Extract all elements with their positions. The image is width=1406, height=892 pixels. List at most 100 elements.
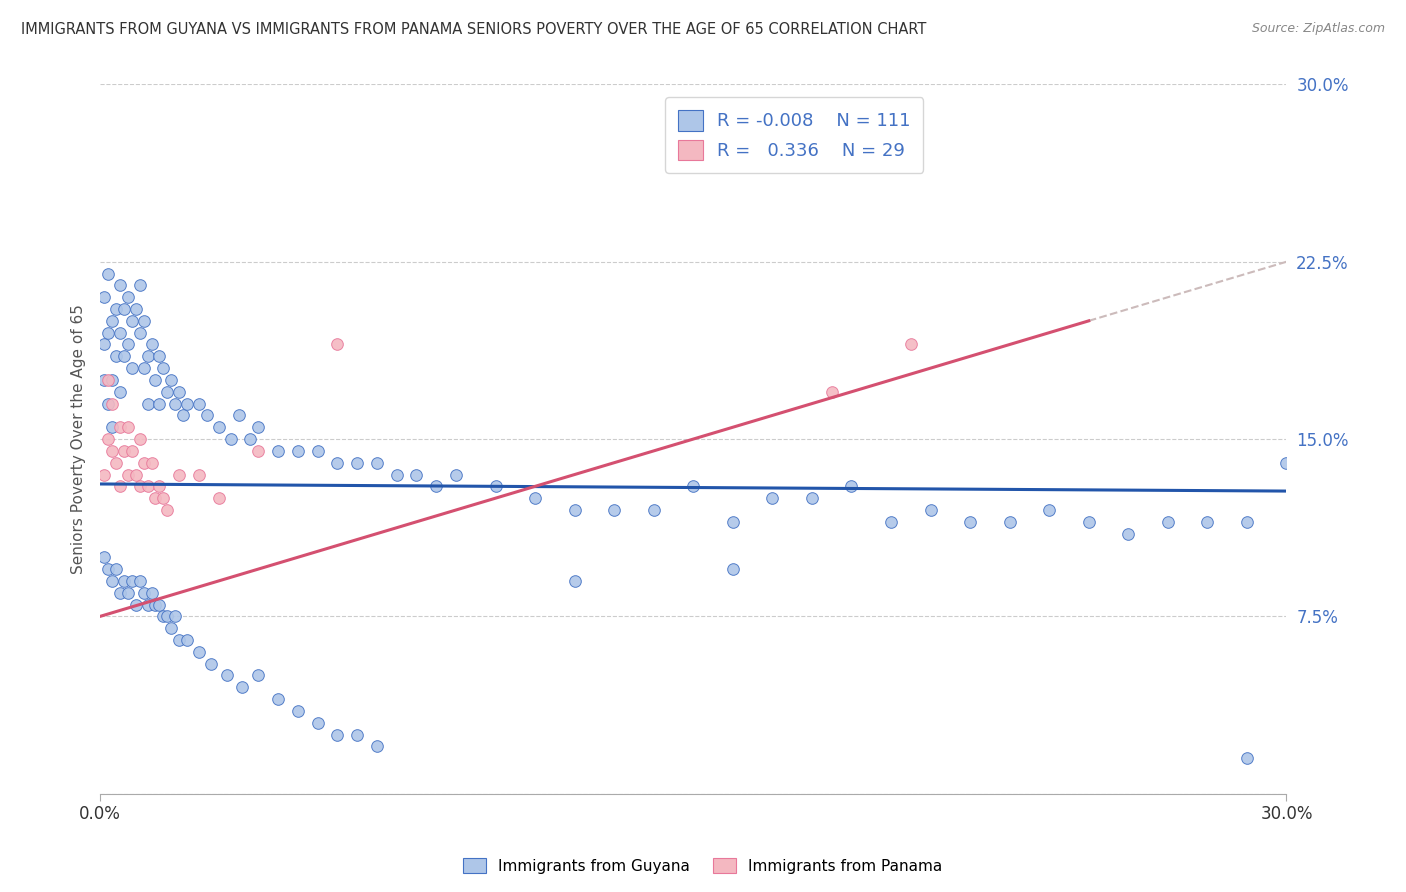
Point: [195, 409, 218, 423]
Point: [97, 562, 120, 576]
Point: [97, 373, 120, 387]
Point: [366, 739, 388, 754]
Point: [405, 467, 427, 482]
Point: [108, 420, 131, 434]
Point: [117, 420, 139, 434]
Point: [188, 396, 211, 410]
Point: [880, 515, 903, 529]
Point: [219, 432, 242, 446]
Point: [385, 467, 408, 482]
Point: [132, 361, 155, 376]
Point: [148, 598, 170, 612]
Point: [117, 290, 139, 304]
Point: [761, 491, 783, 505]
Point: [141, 585, 163, 599]
Point: [643, 503, 665, 517]
Legend: R = -0.008    N = 111, R =   0.336    N = 29: R = -0.008 N = 111, R = 0.336 N = 29: [665, 97, 924, 173]
Point: [821, 384, 844, 399]
Point: [112, 301, 135, 316]
Point: [346, 456, 368, 470]
Point: [136, 479, 159, 493]
Point: [121, 361, 143, 376]
Point: [176, 632, 198, 647]
Point: [326, 456, 349, 470]
Point: [121, 314, 143, 328]
Point: [366, 456, 388, 470]
Point: [101, 574, 124, 588]
Point: [156, 609, 179, 624]
Point: [132, 585, 155, 599]
Point: [188, 645, 211, 659]
Point: [93, 290, 115, 304]
Point: [148, 396, 170, 410]
Point: [132, 456, 155, 470]
Legend: Immigrants from Guyana, Immigrants from Panama: Immigrants from Guyana, Immigrants from …: [457, 852, 949, 880]
Point: [208, 491, 231, 505]
Point: [125, 301, 148, 316]
Point: [97, 267, 120, 281]
Point: [564, 503, 586, 517]
Point: [247, 443, 270, 458]
Point: [112, 349, 135, 363]
Point: [287, 443, 309, 458]
Point: [93, 337, 115, 351]
Point: [136, 349, 159, 363]
Point: [165, 396, 187, 410]
Point: [484, 479, 506, 493]
Point: [108, 278, 131, 293]
Point: [900, 337, 922, 351]
Point: [112, 574, 135, 588]
Point: [108, 326, 131, 340]
Point: [326, 728, 349, 742]
Point: [145, 373, 167, 387]
Point: [104, 456, 127, 470]
Point: [108, 479, 131, 493]
Point: [721, 515, 744, 529]
Point: [101, 420, 124, 434]
Point: [524, 491, 547, 505]
Text: IMMIGRANTS FROM GUYANA VS IMMIGRANTS FROM PANAMA SENIORS POVERTY OVER THE AGE OF: IMMIGRANTS FROM GUYANA VS IMMIGRANTS FRO…: [21, 22, 927, 37]
Point: [208, 420, 231, 434]
Point: [1116, 526, 1139, 541]
Point: [1077, 515, 1099, 529]
Point: [93, 373, 115, 387]
Point: [215, 668, 238, 682]
Point: [128, 278, 150, 293]
Point: [920, 503, 942, 517]
Point: [101, 314, 124, 328]
Point: [125, 598, 148, 612]
Point: [307, 715, 329, 730]
Text: Source: ZipAtlas.com: Source: ZipAtlas.com: [1251, 22, 1385, 36]
Point: [112, 443, 135, 458]
Point: [682, 479, 704, 493]
Point: [125, 467, 148, 482]
Point: [117, 585, 139, 599]
Point: [425, 479, 447, 493]
Point: [267, 443, 290, 458]
Point: [165, 609, 187, 624]
Point: [247, 420, 270, 434]
Point: [172, 409, 194, 423]
Point: [136, 396, 159, 410]
Point: [148, 349, 170, 363]
Point: [93, 467, 115, 482]
Point: [444, 467, 467, 482]
Point: [104, 562, 127, 576]
Point: [117, 467, 139, 482]
Point: [160, 621, 183, 635]
Point: [167, 467, 190, 482]
Point: [101, 373, 124, 387]
Point: [1275, 456, 1298, 470]
Point: [136, 598, 159, 612]
Point: [176, 396, 198, 410]
Point: [307, 443, 329, 458]
Point: [152, 361, 174, 376]
Point: [145, 598, 167, 612]
Point: [564, 574, 586, 588]
Point: [97, 432, 120, 446]
Point: [998, 515, 1021, 529]
Point: [128, 432, 150, 446]
Point: [152, 491, 174, 505]
Point: [97, 396, 120, 410]
Point: [148, 479, 170, 493]
